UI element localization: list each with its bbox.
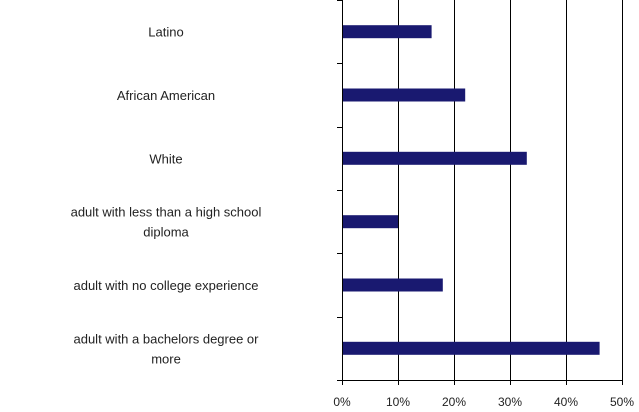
category-label: adult with no college experience xyxy=(73,278,258,293)
category-label: adult with less than a high school diplom… xyxy=(71,205,262,240)
bar-5 xyxy=(342,341,600,355)
label-layer: 0% 10% 20% 30% 40% 50% Latino African American W… xyxy=(71,25,635,409)
x-tick-label: 50% xyxy=(610,395,634,409)
bar-1 xyxy=(342,88,466,102)
grid-layer xyxy=(398,0,623,380)
axis-layer xyxy=(337,0,623,385)
x-tick-label: 30% xyxy=(498,395,522,409)
bar-2 xyxy=(342,151,527,165)
x-tick-label: 40% xyxy=(554,395,578,409)
category-label: African American xyxy=(117,88,215,103)
x-tick-label: 10% xyxy=(386,395,410,409)
bar-4 xyxy=(342,278,443,292)
category-label: Latino xyxy=(148,25,183,40)
bar-3 xyxy=(342,215,398,229)
bar-0 xyxy=(342,25,432,39)
bar-layer xyxy=(342,25,600,355)
x-tick-label: 20% xyxy=(442,395,466,409)
category-label: adult with a bachelors degree or more xyxy=(73,331,259,366)
category-label: White xyxy=(149,151,182,166)
x-tick-label: 0% xyxy=(333,395,351,409)
